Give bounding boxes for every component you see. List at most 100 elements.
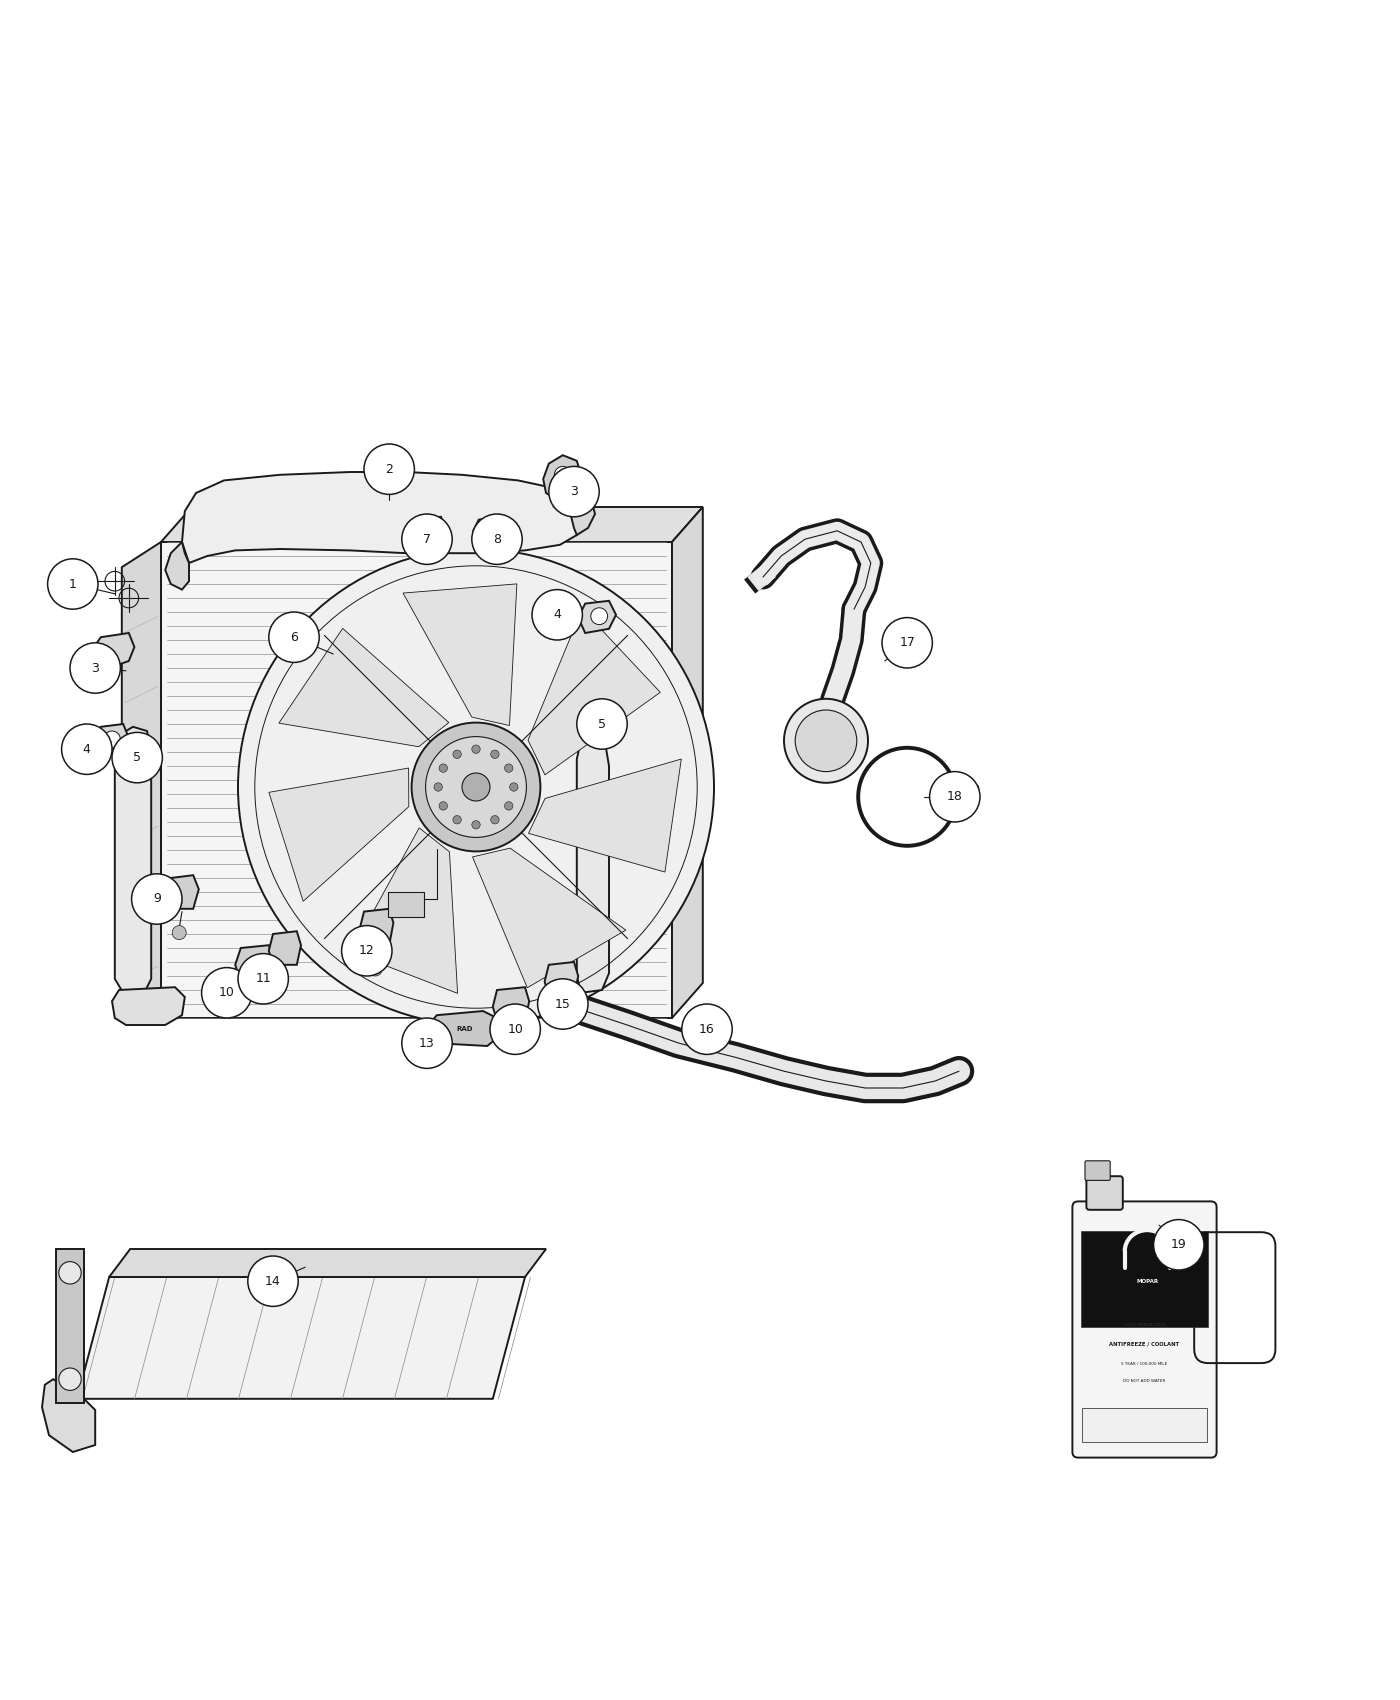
FancyBboxPatch shape [1072, 1202, 1217, 1457]
Text: 50/50 PREDILUTED: 50/50 PREDILUTED [1124, 1323, 1165, 1326]
Text: 10: 10 [218, 986, 235, 1000]
Polygon shape [427, 1012, 501, 1046]
FancyBboxPatch shape [1081, 1231, 1208, 1328]
Circle shape [882, 617, 932, 668]
Text: 10: 10 [507, 1023, 524, 1035]
Text: 19: 19 [1170, 1238, 1187, 1251]
Text: 14: 14 [265, 1275, 281, 1287]
Polygon shape [42, 1379, 95, 1452]
Text: MOPAR: MOPAR [1135, 1278, 1158, 1284]
Text: 16: 16 [699, 1023, 715, 1035]
Circle shape [490, 1005, 540, 1054]
Circle shape [538, 979, 588, 1028]
Circle shape [70, 643, 120, 694]
Circle shape [504, 802, 512, 811]
Circle shape [269, 612, 319, 663]
Circle shape [795, 711, 857, 772]
Circle shape [440, 763, 448, 772]
Polygon shape [91, 724, 129, 755]
Circle shape [238, 954, 288, 1005]
Polygon shape [412, 517, 445, 544]
Text: 5 YEAR / 100,000 MILE: 5 YEAR / 100,000 MILE [1121, 1362, 1168, 1365]
Circle shape [402, 1018, 452, 1068]
Polygon shape [360, 910, 393, 945]
Text: 17: 17 [899, 636, 916, 649]
Polygon shape [269, 768, 409, 901]
Circle shape [368, 962, 382, 976]
Text: 4: 4 [553, 609, 561, 620]
Circle shape [491, 750, 500, 758]
Circle shape [238, 549, 714, 1025]
Polygon shape [115, 728, 151, 996]
Circle shape [62, 724, 112, 775]
Circle shape [364, 444, 414, 495]
Circle shape [472, 745, 480, 753]
Text: 11: 11 [255, 972, 272, 986]
Circle shape [1154, 1219, 1204, 1270]
Polygon shape [161, 507, 703, 542]
FancyBboxPatch shape [388, 892, 424, 918]
Polygon shape [571, 490, 595, 536]
Circle shape [510, 782, 518, 790]
FancyBboxPatch shape [1082, 1408, 1207, 1442]
Circle shape [554, 466, 571, 483]
Circle shape [454, 750, 462, 758]
Circle shape [248, 1256, 298, 1306]
Polygon shape [112, 988, 185, 1025]
Polygon shape [577, 734, 609, 993]
Circle shape [930, 772, 980, 823]
Polygon shape [578, 600, 616, 632]
Circle shape [472, 821, 480, 830]
Circle shape [202, 967, 252, 1018]
Polygon shape [235, 945, 274, 983]
Text: 5: 5 [133, 751, 141, 763]
Polygon shape [473, 848, 626, 988]
Polygon shape [182, 473, 581, 563]
Circle shape [591, 609, 608, 624]
Circle shape [59, 1261, 81, 1284]
Text: 6: 6 [290, 631, 298, 644]
FancyBboxPatch shape [1085, 1161, 1110, 1180]
Circle shape [577, 699, 627, 750]
Circle shape [462, 774, 490, 801]
Circle shape [454, 816, 462, 824]
Text: 1: 1 [69, 578, 77, 590]
Text: 15: 15 [554, 998, 571, 1010]
Text: 2: 2 [385, 462, 393, 476]
Circle shape [104, 731, 120, 748]
Circle shape [532, 590, 582, 639]
Circle shape [682, 1005, 732, 1054]
Circle shape [504, 763, 512, 772]
Polygon shape [165, 876, 199, 910]
Polygon shape [279, 629, 449, 746]
Polygon shape [403, 583, 517, 726]
Polygon shape [543, 456, 581, 496]
Circle shape [172, 925, 186, 940]
Circle shape [549, 466, 599, 517]
Text: 18: 18 [946, 790, 963, 804]
Polygon shape [672, 507, 703, 1018]
Polygon shape [528, 758, 682, 872]
Text: 5: 5 [598, 717, 606, 731]
Polygon shape [269, 932, 301, 966]
FancyBboxPatch shape [951, 785, 979, 806]
Polygon shape [545, 962, 578, 996]
Polygon shape [77, 1277, 525, 1399]
Text: ANTIFREEZE / COOLANT: ANTIFREEZE / COOLANT [1109, 1341, 1180, 1346]
Text: 9: 9 [153, 892, 161, 906]
Text: DO NOT ADD WATER: DO NOT ADD WATER [1123, 1379, 1166, 1384]
Text: 13: 13 [419, 1037, 435, 1049]
Text: 3: 3 [91, 661, 99, 675]
Polygon shape [161, 542, 672, 1018]
Polygon shape [56, 1250, 84, 1402]
Polygon shape [528, 609, 661, 775]
Polygon shape [122, 542, 161, 1018]
Text: 3: 3 [570, 484, 578, 498]
Circle shape [402, 513, 452, 564]
Text: 12: 12 [358, 944, 375, 957]
Text: 8: 8 [493, 532, 501, 546]
Circle shape [342, 925, 392, 976]
Polygon shape [109, 1250, 546, 1277]
Circle shape [434, 782, 442, 790]
FancyBboxPatch shape [1086, 1176, 1123, 1210]
